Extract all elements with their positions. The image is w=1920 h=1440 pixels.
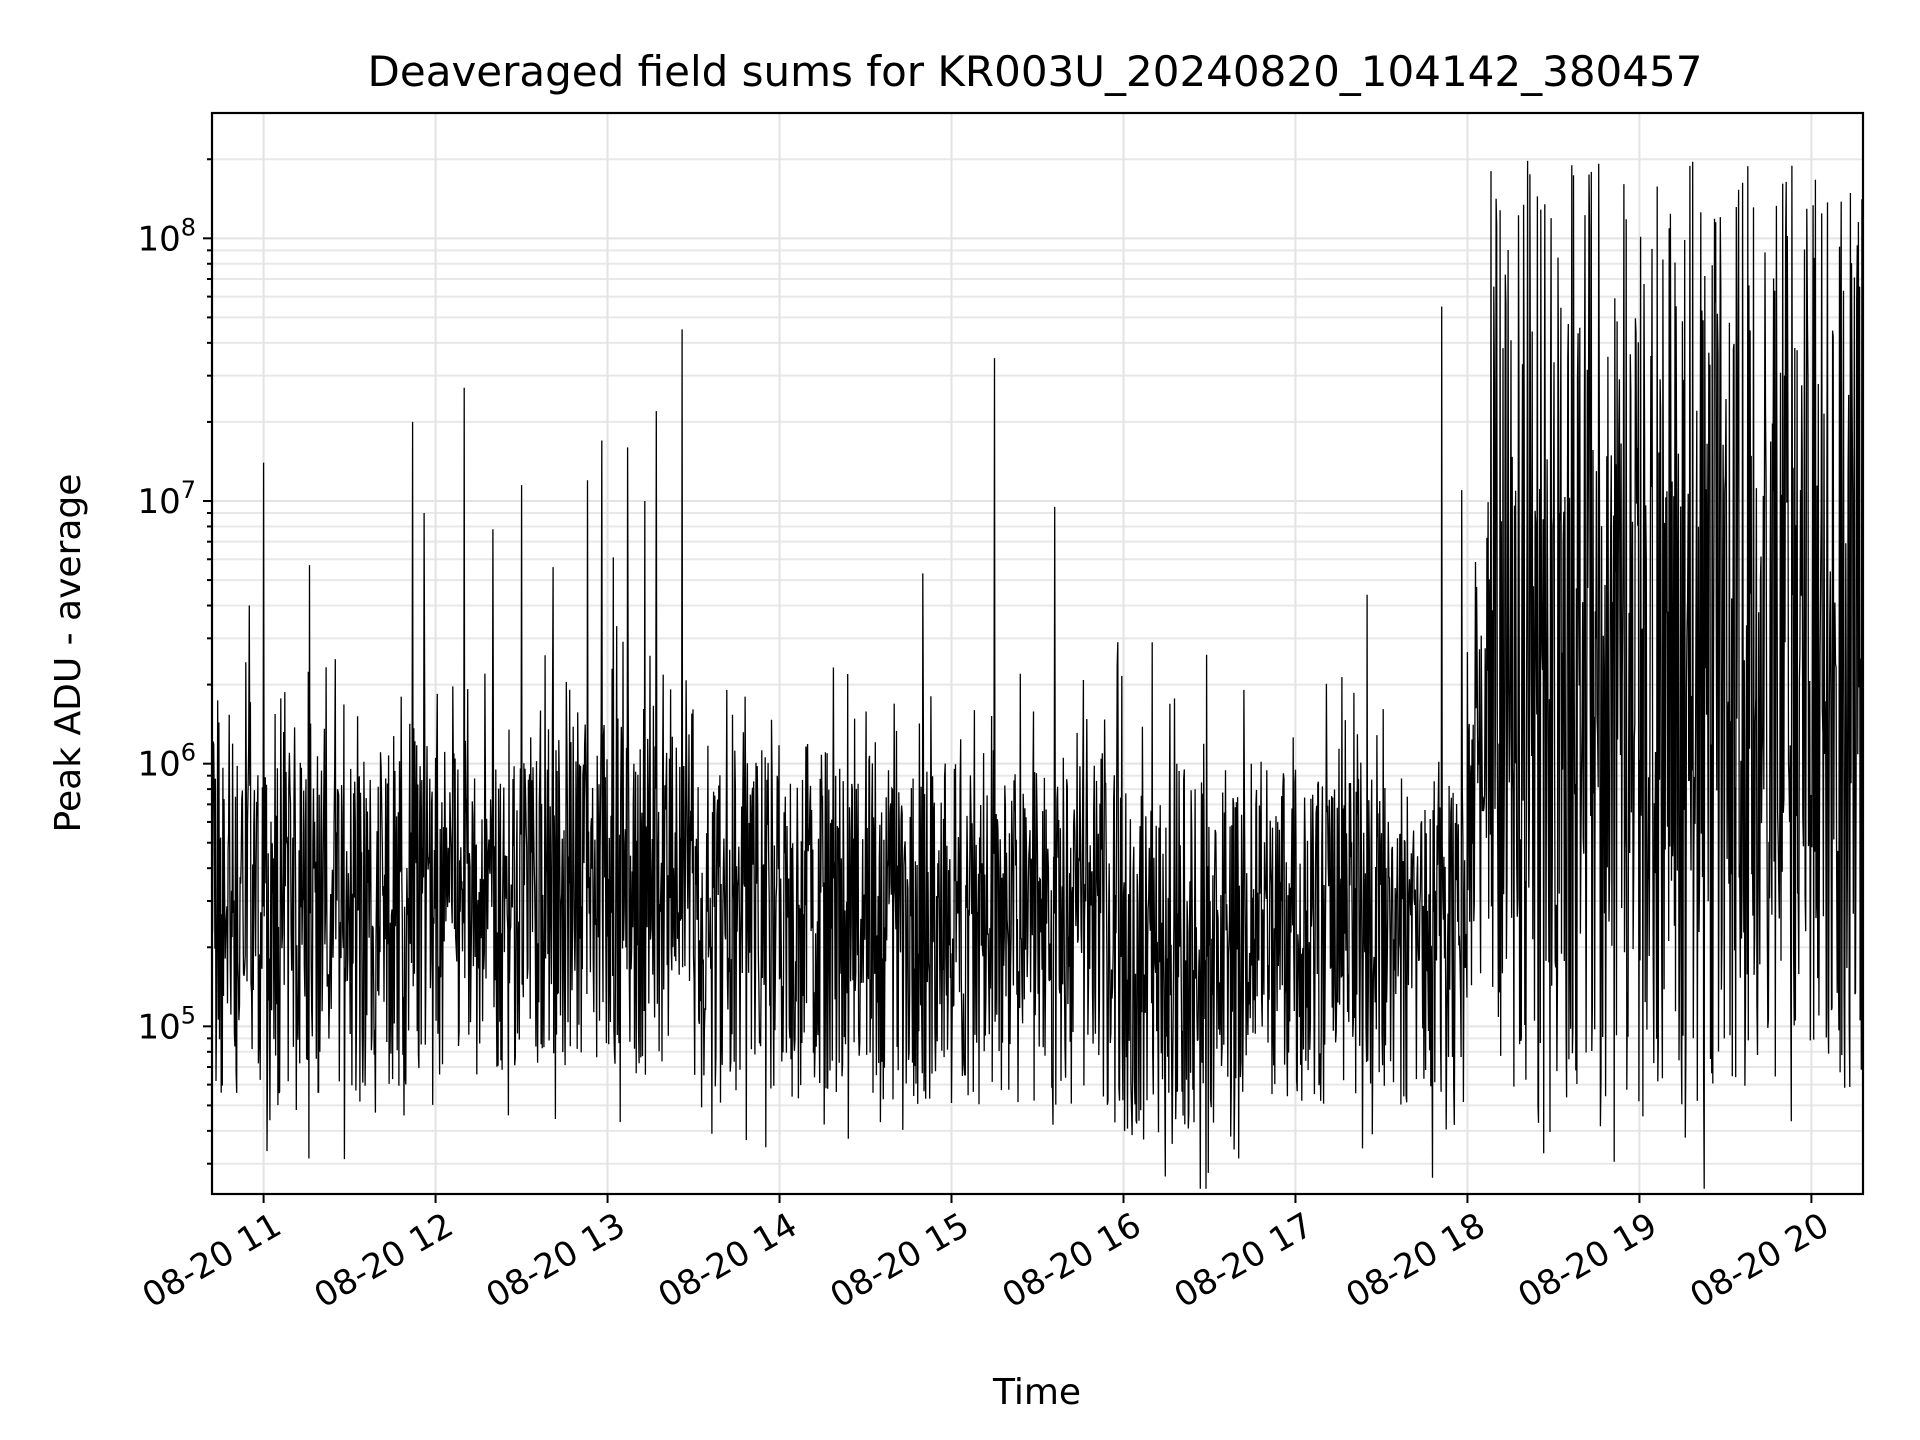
- y-axis-label: Peak ADU - average: [48, 474, 89, 833]
- y-tick-labels: 105 106 107 108: [137, 213, 196, 1047]
- series-layer: [211, 160, 1864, 1189]
- y-tick-label: 106: [137, 739, 196, 785]
- x-axis-label: Time: [992, 1372, 1081, 1413]
- series-line: [211, 160, 1864, 1189]
- y-tick-label: 105: [137, 1001, 196, 1047]
- y-tick-label: 108: [137, 213, 196, 259]
- y-tick-label: 107: [137, 476, 196, 522]
- plot-frame: [210, 111, 1865, 1196]
- axis-ticks: [203, 158, 1813, 1203]
- chart-title: Deaveraged field sums for KR003U_2024082…: [368, 47, 1703, 96]
